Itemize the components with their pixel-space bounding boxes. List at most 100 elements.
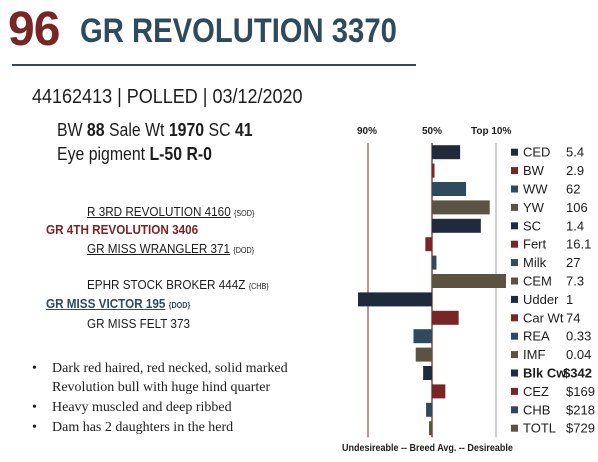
comment-text: Revolution bull with huge hind quarter <box>52 380 271 395</box>
trait-value: 16.1 <box>566 237 591 252</box>
stat-sale-wt-label: Sale Wt <box>108 120 165 140</box>
animal-name: GR REVOLUTION 3370 <box>80 12 397 50</box>
eye-pigment-right: R-0 <box>186 144 212 164</box>
pedigree-dam-sire-tag: {CHB} <box>248 282 269 291</box>
swatch-ced <box>511 148 518 156</box>
trait-label: YW <box>523 200 545 215</box>
trait-label: CHB <box>523 402 550 417</box>
swatch-chb <box>511 406 518 414</box>
trait-value: $342 <box>563 366 592 381</box>
stats-line-weights: BW 88 Sale Wt 1970 SC 41 <box>57 120 253 141</box>
pedigree-dam-sire: EPHR STOCK BROKER 444Z {CHB} <box>87 277 269 292</box>
swatch-totl <box>511 424 518 432</box>
bar-yw <box>432 200 490 215</box>
comment-text: Heavy muscled and deep ribbed <box>52 400 232 415</box>
comment-text: Dark red haired, red necked, solid marke… <box>52 361 288 376</box>
swatch-bw <box>511 167 518 175</box>
trait-label: CED <box>523 145 550 160</box>
pedigree-sire-sire: R 3RD REVOLUTION 4160 {SOD} <box>87 204 254 219</box>
swatch-rea <box>511 332 518 340</box>
pedigree-sire-dam-tag: {DOD} <box>233 246 255 255</box>
trait-label: Blk Cw <box>523 366 567 381</box>
swatch-milk <box>511 259 518 267</box>
swatch-blk-cw <box>511 369 518 377</box>
comment-text: Dam has 2 daughters in the herd <box>52 420 234 435</box>
pedigree-sire-name: GR 4TH REVOLUTION 3406 <box>46 222 199 237</box>
bar-bw <box>432 163 435 178</box>
trait-label: Car Wt <box>523 310 564 325</box>
chart-legend: CED 5.4 BW 2.9 WW 62 YW 106 SC 1.4 Fert 16.1 Milk 27 C… <box>511 145 595 436</box>
eye-pigment-label: Eye pigment <box>57 144 146 164</box>
swatch-fert <box>511 240 518 248</box>
pedigree-sire-dam: GR MISS WRANGLER 371 {DOD} <box>87 241 254 256</box>
pedigree-dam-dam-name: GR MISS FELT 373 <box>87 316 190 331</box>
stat-sc-label: SC <box>208 120 231 140</box>
trait-label: Milk <box>523 255 547 270</box>
percentile-label-90: 90% <box>357 126 378 137</box>
trait-value: 2.9 <box>566 163 584 178</box>
bar-cem <box>432 274 506 288</box>
trait-value: 27 <box>566 255 580 270</box>
trait-value: 0.33 <box>566 329 591 344</box>
bar-rea <box>413 329 432 344</box>
stats-line-eye-pigment: Eye pigment L-50 R-0 <box>57 144 212 165</box>
pedigree-dam-sire-name: EPHR STOCK BROKER 444Z <box>87 277 246 292</box>
swatch-udder <box>511 295 518 303</box>
bar-blk-cw <box>423 366 432 380</box>
pedigree-sire-sire-tag: {SOD} <box>233 209 255 218</box>
chart-bars <box>358 145 506 436</box>
swatch-ww <box>511 185 518 193</box>
bar-chb <box>426 402 432 417</box>
swatch-imf <box>511 351 518 359</box>
bullet-icon: • <box>32 420 37 435</box>
stat-sale-wt-value: 1970 <box>168 120 205 140</box>
bar-imf <box>415 347 432 362</box>
trait-label: CEM <box>523 274 552 289</box>
swatch-car-wt <box>511 314 518 322</box>
lot-number: 96 <box>8 3 60 56</box>
trait-label: Fert <box>523 237 547 252</box>
trait-value: 74 <box>566 310 580 325</box>
title-underline <box>12 64 416 66</box>
pedigree-sire-dam-name: GR MISS WRANGLER 371 <box>87 241 231 256</box>
pedigree-sire-sire-name: R 3RD REVOLUTION 4160 <box>87 204 231 219</box>
bar-sc <box>432 218 481 233</box>
swatch-cem <box>511 277 518 285</box>
trait-value: 7.3 <box>566 274 584 289</box>
percentile-label-top10: Top 10% <box>471 126 512 137</box>
trait-label: TOTL <box>523 421 556 436</box>
trait-label: SC <box>523 218 541 233</box>
swatch-sc <box>511 222 518 230</box>
trait-value: 106 <box>566 200 588 215</box>
trait-label: REA <box>523 329 550 344</box>
pedigree-dam-tag: {DOD} <box>168 301 191 310</box>
pedigree-dam-name: GR MISS VICTOR 195 <box>46 296 166 311</box>
bar-ww <box>432 182 467 196</box>
trait-value: 0.04 <box>566 347 591 362</box>
stat-bw-value: 88 <box>86 120 105 140</box>
swatch-cez <box>511 387 518 395</box>
registration-line: 44162413 | POLLED | 03/12/2020 <box>32 86 303 108</box>
bullet-icon: • <box>32 400 37 415</box>
eye-pigment-left: L-50 <box>149 144 183 164</box>
bar-car-wt <box>432 310 459 325</box>
chart-axis-caption: Undesireable -- Breed Avg. -- Desireable <box>342 443 513 454</box>
pedigree-sire: GR 4TH REVOLUTION 3406 <box>46 222 198 237</box>
stat-bw-label: BW <box>57 120 83 140</box>
bullet-icon: • <box>32 361 37 376</box>
trait-value: $729 <box>566 421 595 436</box>
pedigree-dam-dam: GR MISS FELT 373 <box>87 316 190 331</box>
bar-udder <box>358 292 432 307</box>
trait-value: 1.4 <box>566 218 584 233</box>
swatch-yw <box>511 203 518 211</box>
stat-sc-value: 41 <box>234 120 253 140</box>
trait-label: Udder <box>523 292 559 307</box>
trait-label: CEZ <box>523 384 549 399</box>
trait-value: $169 <box>566 384 595 399</box>
bar-cez <box>432 384 446 399</box>
bar-milk <box>432 255 437 270</box>
trait-label: BW <box>523 163 545 178</box>
trait-value: $218 <box>566 402 595 417</box>
bar-ced <box>432 145 461 160</box>
